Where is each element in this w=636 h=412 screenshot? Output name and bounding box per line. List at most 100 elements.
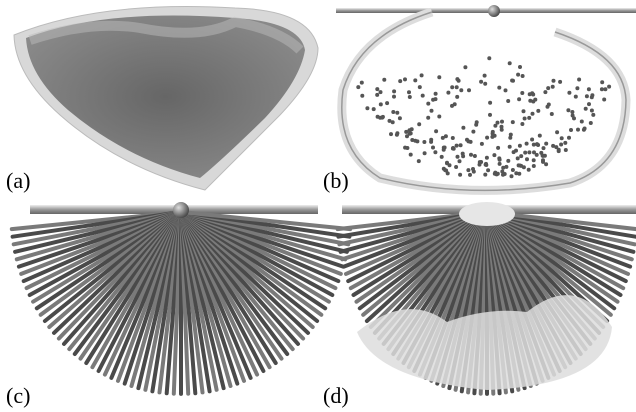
- particle: [359, 80, 364, 85]
- particle: [408, 152, 413, 157]
- particle: [500, 119, 504, 124]
- particle: [390, 120, 395, 125]
- particle: [407, 90, 411, 95]
- particle: [450, 136, 455, 140]
- panel-label: (d): [323, 383, 349, 408]
- particle: [378, 90, 383, 95]
- particle: [405, 146, 410, 150]
- particle: [459, 88, 464, 93]
- particle: [458, 143, 463, 148]
- particle: [385, 101, 390, 106]
- particle: [360, 93, 365, 98]
- particle: [417, 122, 422, 127]
- particle: [506, 158, 511, 163]
- particle: [479, 79, 484, 84]
- particle: [590, 93, 595, 98]
- particle: [469, 152, 473, 157]
- particle: [518, 65, 522, 69]
- particle: [488, 112, 492, 117]
- particle: [387, 118, 392, 123]
- particle: [461, 125, 466, 130]
- particle: [549, 112, 554, 116]
- particle: [466, 168, 471, 173]
- particle: [490, 129, 495, 134]
- particle: [589, 108, 594, 113]
- particle: [546, 86, 551, 91]
- particle: [531, 158, 536, 163]
- particle: [504, 164, 509, 169]
- particle: [517, 171, 522, 176]
- particle: [404, 129, 409, 134]
- rod: [336, 8, 636, 13]
- particle: [527, 150, 532, 155]
- bowl-fill: [26, 15, 305, 178]
- particle: [392, 94, 396, 99]
- particle: [484, 161, 488, 166]
- particle: [520, 122, 525, 126]
- particle: [555, 130, 560, 135]
- particle: [395, 110, 400, 115]
- particle: [452, 102, 457, 107]
- particle: [500, 169, 505, 174]
- particle: [422, 151, 427, 156]
- rib: [179, 210, 353, 232]
- particle: [499, 124, 504, 129]
- particle: [454, 143, 459, 148]
- particle: [465, 137, 469, 142]
- particle: [531, 142, 536, 147]
- panel-label: (c): [6, 383, 30, 408]
- particle: [407, 128, 412, 133]
- particle: [497, 161, 502, 166]
- particle: [472, 154, 477, 158]
- particle: [515, 156, 520, 161]
- panel-label: (b): [323, 168, 349, 193]
- particle: [550, 84, 555, 89]
- particle: [559, 142, 564, 147]
- panel-c: (c): [6, 202, 353, 408]
- particle: [569, 128, 573, 132]
- particle: [488, 100, 493, 105]
- particle: [570, 110, 575, 114]
- particle: [403, 77, 407, 82]
- particle: [434, 129, 439, 134]
- particle: [471, 129, 476, 134]
- particle: [429, 139, 434, 144]
- particle: [528, 98, 533, 103]
- particle: [501, 172, 505, 177]
- particle: [375, 87, 380, 92]
- particle: [439, 154, 444, 159]
- particle: [407, 95, 412, 99]
- particle: [433, 150, 438, 155]
- particle: [517, 143, 522, 148]
- particle-heap: [459, 202, 515, 226]
- particle: [572, 116, 576, 121]
- particle: [524, 141, 529, 146]
- particle: [477, 160, 482, 165]
- ball: [488, 5, 500, 17]
- particle: [603, 87, 608, 92]
- particle: [523, 150, 528, 155]
- particle: [450, 85, 455, 90]
- particle: [455, 77, 460, 82]
- particle: [541, 158, 545, 163]
- particle: [454, 85, 459, 90]
- particle: [497, 156, 502, 161]
- particle: [527, 92, 532, 97]
- panel-a: (a): [6, 6, 319, 193]
- particle: [444, 168, 449, 173]
- particle: [440, 135, 445, 140]
- particle: [455, 154, 460, 159]
- particle: [563, 148, 568, 152]
- particle: [514, 171, 519, 176]
- particle: [468, 172, 472, 177]
- particle: [588, 121, 593, 125]
- particle: [522, 116, 527, 121]
- particle: [554, 145, 559, 150]
- particle: [492, 133, 497, 138]
- particle: [496, 145, 501, 150]
- particle: [426, 101, 431, 106]
- particle: [429, 108, 434, 113]
- particle: [507, 144, 512, 149]
- particle: [479, 141, 484, 146]
- particle: [544, 162, 549, 167]
